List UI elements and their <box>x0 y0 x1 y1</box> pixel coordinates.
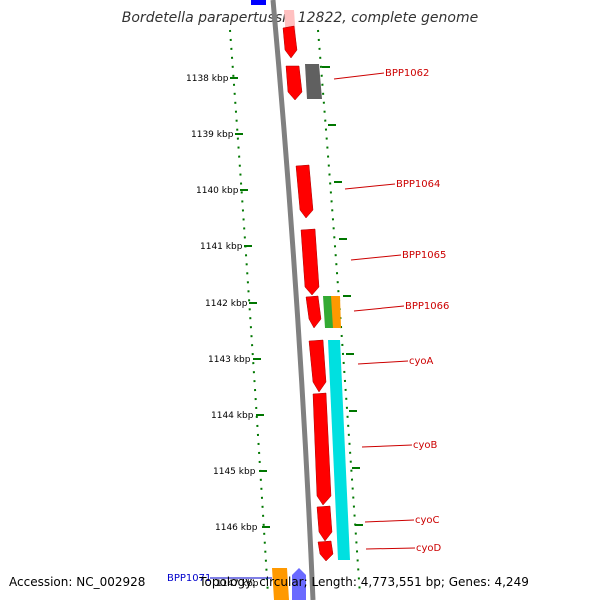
label-bpp1065[interactable]: BPP1065 <box>402 250 446 261</box>
label-cyoC[interactable]: cyoC <box>415 515 440 526</box>
gene-cyoC[interactable] <box>316 505 333 542</box>
ruler-label-1141: 1141 kbp <box>200 242 243 252</box>
gene-blue-bottom[interactable] <box>292 568 306 600</box>
gene-bpp1065[interactable] <box>300 228 320 296</box>
ruler-label-1145: 1145 kbp <box>213 467 256 477</box>
label-cyoD[interactable]: cyoD <box>416 543 442 554</box>
ruler-ticks-right <box>322 66 363 526</box>
gene-orange[interactable] <box>331 296 341 328</box>
gene-bpp1062-pseudo[interactable] <box>305 64 322 99</box>
ruler-label-1139: 1139 kbp <box>191 130 234 140</box>
ruler-label-1146: 1146 kbp <box>215 523 258 533</box>
label-cyoB[interactable]: cyoB <box>413 440 438 451</box>
footer-info: Accession: NC_002928 Topology: circular;… <box>9 575 529 589</box>
gene-green[interactable] <box>323 296 334 328</box>
gene-bpp1064[interactable] <box>295 164 314 219</box>
label-bpp1064[interactable]: BPP1064 <box>396 179 440 190</box>
gene-bpp1066[interactable] <box>305 295 322 329</box>
topology-text: Topology: circular; Length: 4,773,551 bp… <box>199 575 529 589</box>
gene-upper-red[interactable] <box>282 25 298 59</box>
accession-text: Accession: NC_002928 <box>9 575 146 589</box>
ruler-label-1138: 1138 kbp <box>186 74 229 84</box>
operon-cyan[interactable] <box>328 340 350 560</box>
label-bpp1062[interactable]: BPP1062 <box>385 68 429 79</box>
label-bpp1066[interactable]: BPP1066 <box>405 301 449 312</box>
gene-top-blue[interactable] <box>251 0 266 5</box>
ruler-ticks-left <box>230 77 270 528</box>
ruler-label-1144: 1144 kbp <box>211 411 254 421</box>
gene-bpp1062[interactable] <box>285 65 303 101</box>
ruler-label-1140: 1140 kbp <box>196 186 239 196</box>
ruler-dotted-line-left <box>229 29 269 596</box>
ruler-labels: 1138 kbp 1139 kbp 1140 kbp 1141 kbp 1142… <box>186 74 259 589</box>
ruler-label-1147: 1147 kbp <box>216 579 259 589</box>
gene-orange-bottom[interactable] <box>272 568 289 600</box>
label-cyoA[interactable]: cyoA <box>409 356 434 367</box>
gene-cyoA[interactable] <box>308 339 327 393</box>
label-bpp1071[interactable]: BPP1071 <box>167 573 211 584</box>
map-title: Bordetella parapertussis 12822, complete… <box>121 10 479 26</box>
ruler-label-1142: 1142 kbp <box>205 299 248 309</box>
gene-features <box>272 10 350 600</box>
gene-cyoD[interactable] <box>317 540 334 562</box>
genome-backbone <box>270 0 316 600</box>
ruler-label-1143: 1143 kbp <box>208 355 251 365</box>
gene-cyoB[interactable] <box>312 392 332 506</box>
gene-labels: BPP1062 BPP1064 BPP1065 BPP1066 cyoA cyo… <box>167 68 449 584</box>
label-connectors <box>210 72 416 579</box>
